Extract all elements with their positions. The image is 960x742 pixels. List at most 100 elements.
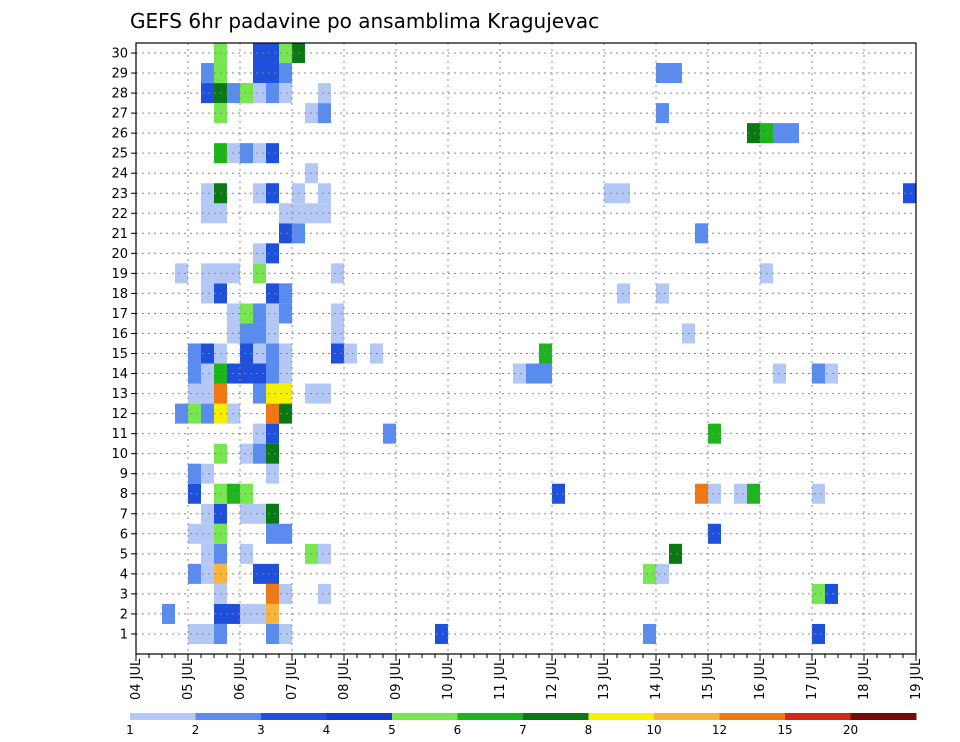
heatmap-cell xyxy=(435,623,448,644)
heatmap-cell xyxy=(279,283,292,304)
y-tick-label: 14 xyxy=(111,367,128,382)
y-tick-label: 28 xyxy=(111,87,128,102)
y-tick-label: 4 xyxy=(120,567,128,582)
y-axis: 1234567891011121314151617181920212223242… xyxy=(111,47,136,642)
heatmap-cell xyxy=(279,43,292,64)
colorbar-label: 5 xyxy=(388,723,396,737)
heatmap-cell xyxy=(175,263,188,284)
heatmap-cell xyxy=(201,543,214,564)
heatmap-cell xyxy=(253,63,266,84)
chart-title: GEFS 6hr padavine po ansamblima Kragujev… xyxy=(130,9,599,33)
x-tick-label: 17 JUL xyxy=(805,658,820,700)
colorbar-swatch xyxy=(588,713,655,720)
x-tick-label: 05 JUL xyxy=(181,658,196,700)
heatmap-cell xyxy=(266,143,279,164)
y-tick-label: 12 xyxy=(111,407,128,422)
heatmap-cell xyxy=(279,83,292,104)
x-tick-label: 08 JUL xyxy=(337,658,352,700)
heatmap-cell xyxy=(656,283,669,304)
heatmap-cell xyxy=(708,423,721,444)
heatmap-cell xyxy=(318,383,331,404)
gridlines xyxy=(136,43,916,654)
colorbar-label: 2 xyxy=(192,723,200,737)
heatmap-cell xyxy=(279,63,292,84)
heatmap-cell xyxy=(266,503,279,524)
colorbar-label: 12 xyxy=(712,723,727,737)
colorbar-swatch xyxy=(457,713,524,720)
x-axis: 04 JUL 05 JUL 06 JUL 07 JUL 08 JUL 09 JUL 10 J… xyxy=(129,654,924,700)
colorbar-label: 15 xyxy=(777,723,792,737)
colorbar-label: 6 xyxy=(454,723,462,737)
heatmap-cell xyxy=(266,403,279,424)
heatmap-cell xyxy=(266,523,279,544)
heatmap-cell xyxy=(643,563,656,584)
colorbar-swatch xyxy=(392,713,458,720)
heatmap-cell xyxy=(266,343,279,364)
heatmap-cell xyxy=(318,103,331,124)
colorbar-swatch xyxy=(785,713,851,720)
heatmap-cell xyxy=(201,523,214,544)
y-tick-label: 22 xyxy=(111,207,128,222)
heatmap-cell xyxy=(201,403,214,424)
heatmap-cell xyxy=(188,483,201,504)
heatmap-cell xyxy=(266,183,279,204)
y-tick-label: 11 xyxy=(111,427,128,442)
heatmap-cell xyxy=(318,583,331,604)
y-tick-label: 7 xyxy=(120,507,128,522)
heatmap-cell xyxy=(240,143,253,164)
heatmap-cell xyxy=(903,183,916,204)
heatmap-cell xyxy=(513,363,526,384)
y-tick-label: 8 xyxy=(120,487,128,502)
heatmap-cell xyxy=(240,343,253,364)
heatmap-cell xyxy=(812,363,825,384)
y-tick-label: 2 xyxy=(120,607,128,622)
heatmap-cell xyxy=(201,183,214,204)
heatmap-cell xyxy=(253,363,266,384)
y-tick-label: 18 xyxy=(111,287,128,302)
heatmap-cell xyxy=(266,443,279,464)
heatmap-cell xyxy=(266,283,279,304)
y-tick-label: 24 xyxy=(111,167,128,182)
y-tick-label: 20 xyxy=(111,247,128,262)
colorbar-swatch xyxy=(850,713,917,720)
heatmap-cell xyxy=(201,263,214,284)
heatmap-cell xyxy=(812,583,825,604)
colorbar-swatch xyxy=(523,713,589,720)
heatmap-cell xyxy=(240,543,253,564)
x-tick-label: 18 JUL xyxy=(857,658,872,700)
heatmap-cell xyxy=(266,43,279,64)
heatmap-cell xyxy=(825,363,838,384)
heatmap-cell xyxy=(331,323,344,344)
x-tick-label: 09 JUL xyxy=(389,658,404,700)
heatmap-cell xyxy=(201,343,214,364)
heatmap-cell xyxy=(253,603,266,624)
heatmap-cell xyxy=(279,623,292,644)
heatmap-cell xyxy=(318,203,331,224)
heatmap-cell xyxy=(240,83,253,104)
heatmap-cell xyxy=(188,343,201,364)
heatmap-cell xyxy=(201,83,214,104)
y-tick-label: 19 xyxy=(111,267,128,282)
heatmap-cell xyxy=(201,383,214,404)
heatmap-cell xyxy=(708,483,721,504)
colorbar-swatch xyxy=(195,713,262,720)
y-tick-label: 10 xyxy=(111,447,128,462)
heatmap-cell xyxy=(266,563,279,584)
colorbar-swatch xyxy=(130,713,196,720)
colorbar-label: 1 xyxy=(126,723,134,737)
heatmap-cell xyxy=(266,623,279,644)
heatmap-cell xyxy=(279,523,292,544)
x-tick-label: 04 JUL xyxy=(129,658,144,700)
heatmap-cell xyxy=(279,363,292,384)
colorbar-swatch xyxy=(654,713,720,720)
y-tick-label: 29 xyxy=(111,67,128,82)
colorbar-label: 10 xyxy=(646,723,661,737)
heatmap-cell xyxy=(279,303,292,324)
y-tick-label: 17 xyxy=(111,307,128,322)
heatmap-cell xyxy=(656,103,669,124)
x-tick-label: 07 JUL xyxy=(285,658,300,700)
y-tick-label: 9 xyxy=(120,467,128,482)
heatmap-cell xyxy=(825,583,838,604)
heatmap-cell xyxy=(240,323,253,344)
heatmap-cell xyxy=(201,363,214,384)
